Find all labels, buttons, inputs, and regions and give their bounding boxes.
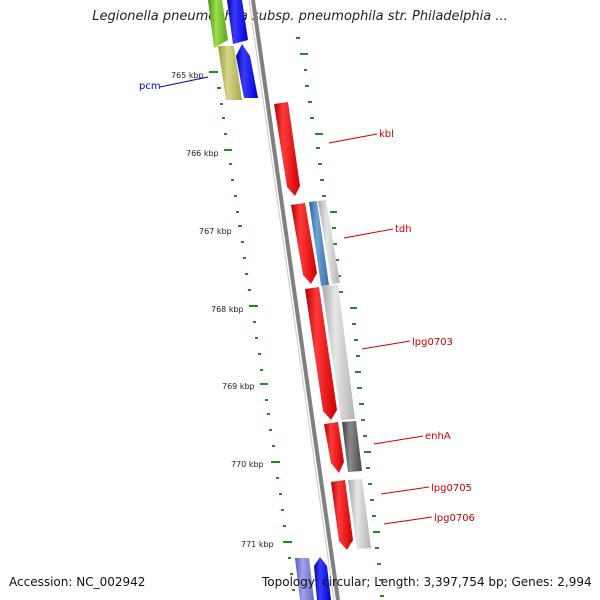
gene-red-4[interactable]: [324, 422, 344, 473]
gene-label-enhA[interactable]: enhA: [425, 431, 451, 442]
map-title: Legionella pneumophila subsp. pneumophil…: [92, 9, 508, 24]
scale-tick-771: 771 kbp: [241, 540, 274, 549]
scale-tick-766: 766 kbp: [186, 149, 219, 158]
leader-enhA: [373, 435, 424, 445]
gc-skew-outer-track: [296, 37, 384, 597]
backbone-line-inner: [248, 0, 335, 600]
gene-lpg0706[interactable]: [348, 479, 371, 549]
gene-kbl[interactable]: [274, 102, 300, 196]
gene-pcm[interactable]: [218, 46, 242, 100]
gene-label-lpg0705[interactable]: lpg0705: [431, 483, 472, 494]
leader-lpg0706: [383, 516, 433, 525]
gene-label-lpg0703[interactable]: lpg0703: [412, 337, 453, 348]
gene-label-kbl[interactable]: kbl: [379, 129, 394, 140]
gene-lpg0703[interactable]: [322, 285, 355, 420]
gene-label-lpg0706[interactable]: lpg0706: [434, 513, 475, 524]
scale-tick-765: 765 kbp: [171, 71, 204, 80]
gene-tdh[interactable]: [309, 201, 329, 286]
scale-tick-767: 767 kbp: [199, 227, 232, 236]
scale-tick-768: 768 kbp: [211, 305, 244, 314]
gene-blue-bottom[interactable]: [314, 557, 331, 600]
leader-lpg0703: [361, 340, 411, 350]
gene-red-2[interactable]: [291, 203, 317, 284]
leader-lpg0705: [380, 486, 430, 495]
leader-tdh: [343, 228, 394, 239]
gene-blue-top[interactable]: [227, 0, 248, 44]
scale-tick-769: 769 kbp: [222, 382, 255, 391]
scale-tick-770: 770 kbp: [231, 460, 264, 469]
gene-green-top[interactable]: [208, 0, 228, 48]
gene-violet-bottom[interactable]: [295, 558, 314, 600]
leader-kbl: [328, 133, 378, 144]
genome-info-label: Topology: circular; Length: 3,397,754 bp…: [262, 575, 592, 589]
gene-label-tdh[interactable]: tdh: [395, 224, 412, 235]
gene-blue-reverse[interactable]: [236, 44, 258, 98]
leader-pcm: [159, 76, 209, 88]
gene-label-pcm[interactable]: pcm: [139, 81, 161, 92]
gene-grey-1[interactable]: [318, 200, 340, 284]
gene-lpg0705[interactable]: [331, 480, 353, 550]
backbone-line: [251, 0, 340, 600]
accession-label: Accession: NC_002942: [9, 575, 146, 589]
gene-enhA[interactable]: [342, 421, 362, 472]
gene-red-3[interactable]: [305, 287, 337, 420]
